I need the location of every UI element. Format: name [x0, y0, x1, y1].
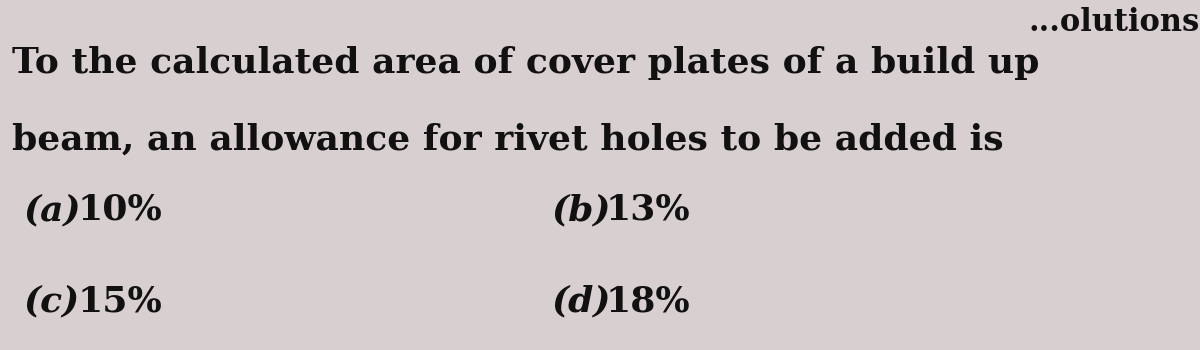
Text: beam, an allowance for rivet holes to be added is: beam, an allowance for rivet holes to be…	[12, 123, 1003, 157]
Text: 15%: 15%	[78, 284, 163, 318]
Text: 13%: 13%	[606, 193, 691, 227]
Text: 18%: 18%	[606, 284, 691, 318]
Text: 10%: 10%	[78, 193, 163, 227]
Text: (a): (a)	[24, 193, 82, 227]
Text: (d): (d)	[552, 284, 612, 318]
Text: To the calculated area of cover plates of a build up: To the calculated area of cover plates o…	[12, 46, 1039, 80]
Text: ...olutions: ...olutions	[1028, 7, 1200, 38]
Text: (c): (c)	[24, 284, 80, 318]
Text: (b): (b)	[552, 193, 612, 227]
